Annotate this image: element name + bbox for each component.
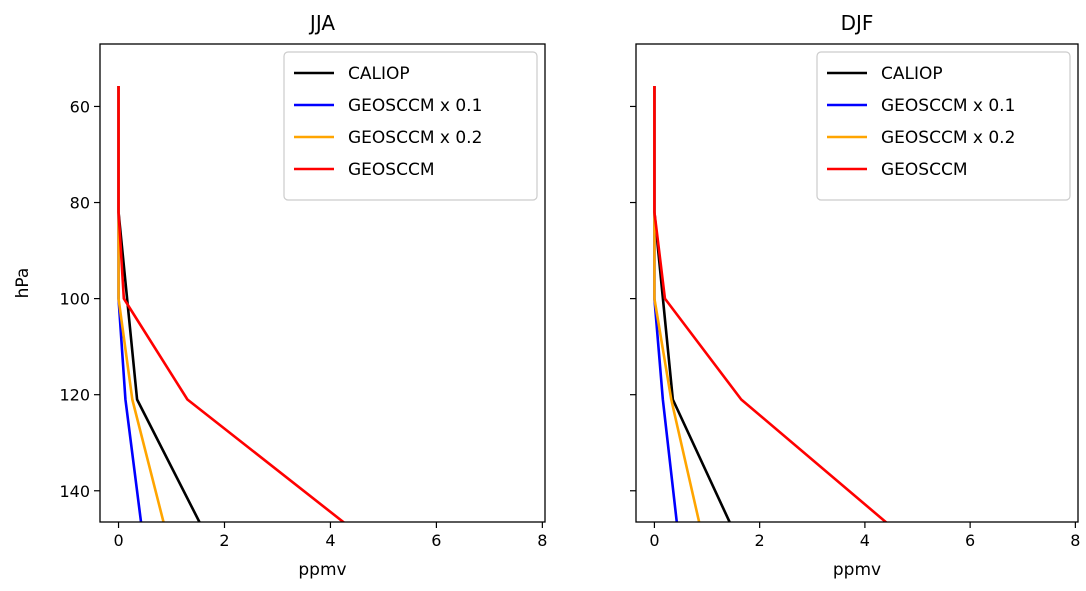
series-lines	[653, 85, 888, 522]
plot-frame	[635, 43, 1079, 523]
y-axis-label: hPa	[13, 268, 33, 299]
series-line-geosccm-x-0-1	[653, 85, 679, 522]
legend-label: CALIOP	[881, 64, 943, 84]
legend: CALIOP GEOSCCM x 0.1 GEOSCCM x 0.2 GEOSCCM	[816, 51, 1071, 201]
legend-label: GEOSCCM x 0.2	[348, 128, 482, 148]
legend: CALIOP GEOSCCM x 0.1 GEOSCCM x 0.2 GEOSCCM	[283, 51, 538, 201]
chart-panel-2: 0 2 4 6 8 DJF ppmv CALIOP GEOSCCM x 0.1 GEOSCCM x…	[630, 11, 1080, 580]
y-tick-label: 140	[59, 482, 90, 501]
x-tick-label: 0	[113, 531, 123, 550]
series-lines	[117, 85, 346, 522]
series-line-caliop	[653, 85, 732, 522]
series-line-geosccm-x-0-1	[117, 85, 143, 522]
x-tick-label: 6	[965, 531, 975, 550]
chart-title: DJF	[841, 11, 874, 35]
legend-label: GEOSCCM x 0.1	[881, 96, 1015, 116]
series-line-geosccm	[117, 85, 346, 522]
y-tick-label: 60	[70, 97, 90, 116]
chart-title: JJA	[308, 11, 335, 35]
x-tick-label: 2	[755, 531, 765, 550]
x-tick-label: 2	[219, 531, 229, 550]
x-tick-label: 8	[537, 531, 547, 550]
x-tick-label: 8	[1070, 531, 1080, 550]
series-line-caliop	[117, 85, 201, 522]
legend-label: CALIOP	[348, 64, 410, 84]
plot-frame	[99, 43, 546, 523]
legend-label: GEOSCCM x 0.2	[881, 128, 1015, 148]
legend-label: GEOSCCM x 0.1	[348, 96, 482, 116]
legend-box	[283, 51, 538, 201]
legend-label: GEOSCCM	[881, 160, 968, 180]
series-line-geosccm	[653, 85, 888, 522]
series-line-geosccm-x-0-2	[653, 85, 701, 522]
y-tick-label: 80	[70, 194, 90, 213]
x-axis-label: ppmv	[298, 560, 346, 580]
x-tick-label: 6	[431, 531, 441, 550]
series-line-geosccm-x-0-2	[117, 85, 165, 522]
y-tick-label: 120	[59, 386, 90, 405]
y-tick-label: 100	[59, 290, 90, 309]
x-tick-label: 4	[325, 531, 335, 550]
legend-label: GEOSCCM	[348, 160, 435, 180]
chart-panel-1: 0 2 4 6 8 60 80 100 120 140 JJA ppmv hPa CALIOP GEOSCC…	[13, 11, 547, 580]
x-tick-label: 0	[649, 531, 659, 550]
legend-box	[816, 51, 1071, 201]
x-tick-label: 4	[860, 531, 870, 550]
x-axis-label: ppmv	[833, 560, 881, 580]
